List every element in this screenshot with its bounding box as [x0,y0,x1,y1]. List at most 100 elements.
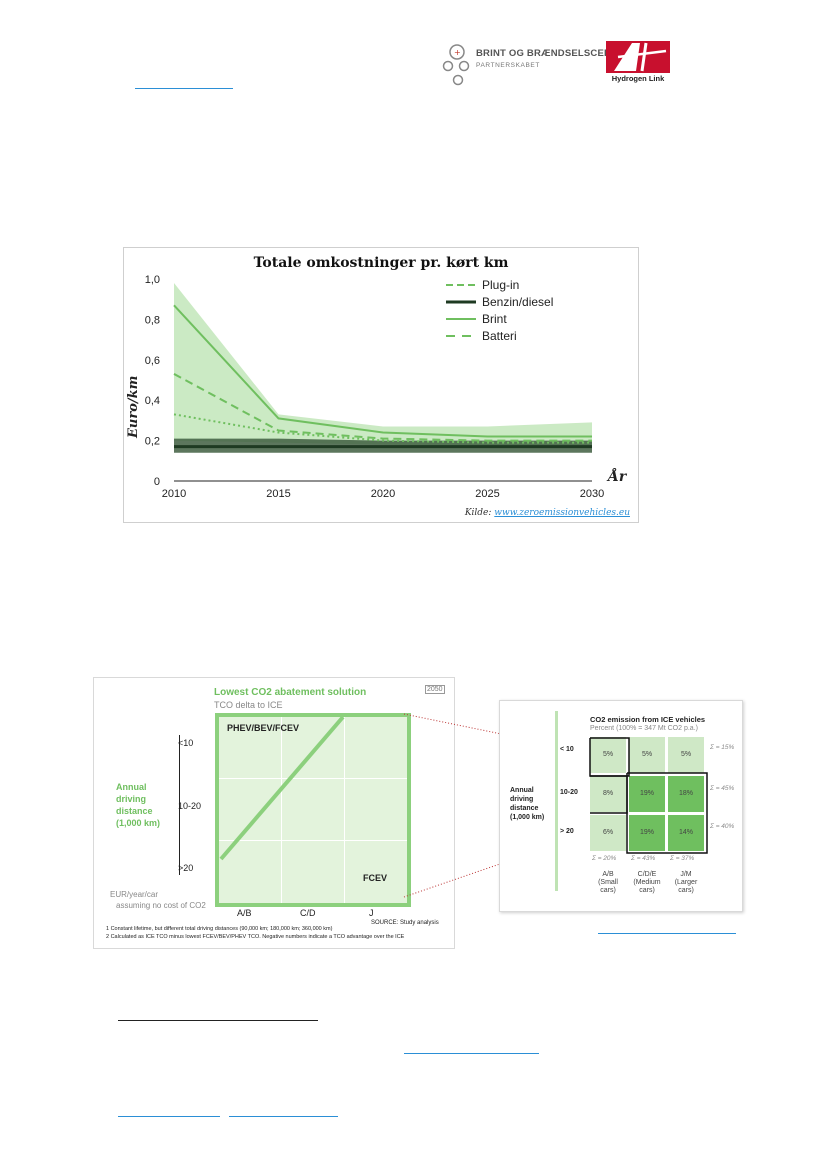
row-label: 10-20 [178,801,202,811]
y-tick-label: 1,0 [145,274,160,286]
hyperlink-underline[interactable] [135,88,233,89]
chart-plot-area: 0 0,2 0,4 0,6 0,8 1,0 2010 2015 2020 2025 2030 [145,274,605,500]
co2-driving-line: distance [510,805,539,812]
co2-subtitle: Percent (100% = 347 Mt CO2 p.a.) [590,725,698,732]
co2-driving-line: (1,000 km) [510,814,545,821]
hyperlink-underline[interactable] [118,1116,220,1117]
co2-row-label: < 10 [560,746,574,753]
x-tick-label: 2030 [580,488,604,500]
abatement-subtitle: TCO delta to ICE [214,700,283,710]
chart-source: Kilde: www.zeroemissionvehicles.eu [465,508,630,518]
co2-cell: 18% [668,776,704,812]
co2-column-sub: cars) [600,887,616,894]
source-link[interactable]: www.zeroemissionvehicles.eu [494,508,630,518]
legend-label-batteri: Batteri [482,329,517,343]
brint-logo-subtitle: PARTNERSKABET [476,62,540,69]
co2-column-sub: (Larger [674,879,698,886]
driving-distance-line: Annual [116,782,147,792]
currency-note-line: assuming no cost of CO2 [116,901,206,910]
grid-line [219,840,407,841]
x-tick-label: 2010 [162,488,186,500]
legend-label-plug-in: Plug-in [482,278,520,292]
abatement-grid: PHEV/BEV/FCEV FCEV [215,713,411,907]
row-label: >20 [178,863,194,873]
driving-distance-label: Annual driving distance (1,000 km) [116,781,160,829]
x-axis-label: År [608,469,627,485]
legend-label-brint: Brint [482,312,507,326]
co2-driving-line: Annual [510,787,534,794]
co2-row-label: > 20 [560,828,574,835]
hyperlink-underline[interactable] [598,933,736,934]
co2-cell: 19% [629,815,665,851]
co2-column-name: A/B [602,871,614,878]
x-tick-label: 2025 [475,488,499,500]
column-label: C/D [300,908,316,918]
co2-title: CO2 emission from ICE vehicles [590,715,706,724]
y-tick-label: 0,2 [145,436,160,448]
chart-title: Totale omkostninger pr. kørt km [253,255,509,271]
co2-cell: 5% [590,737,626,773]
y-tick-label: 0,4 [145,395,160,407]
y-tick-label: 0,8 [145,314,160,326]
co2-column-label: C/D/E (Medium cars) [627,871,667,895]
brint-logo: + BRINT OG BRÆNDSELSCELLER PARTNERSKABET [440,40,629,90]
region-label: PHEV/BEV/FCEV [227,723,300,733]
row-label: <10 [178,738,194,748]
currency-note-line: EUR/year/car [110,890,159,899]
y-tick-label: 0,6 [145,355,160,367]
row-sum: Σ = 40% [710,823,735,830]
legend-swatch-batteri [446,335,476,337]
hydrogen-link-mark-icon [606,41,670,73]
co2-outline [589,737,708,854]
hyperlink-underline[interactable] [404,1053,539,1054]
co2-emission-panel: CO2 emission from ICE vehicles Percent (… [499,700,743,912]
column-sum: Σ = 37% [670,855,695,862]
co2-column-sub: cars) [678,887,694,894]
co2-column-sub: (Medium [633,879,661,886]
co2-cell: 6% [590,815,626,851]
row-sum: Σ = 45% [710,785,735,792]
axis-bar [555,711,558,891]
year-badge: 2050 [425,685,445,694]
co2-column-label: J/M (Larger cars) [666,871,706,895]
grid-line [281,717,282,903]
region-label: FCEV [363,873,388,883]
uncertainty-band [174,283,592,447]
driving-distance-line: driving [116,794,147,804]
co2-column-name: J/M [680,871,692,878]
grid-line [219,778,407,779]
distance-axis [179,735,180,875]
hydrogen-link-text: Hydrogen Link [611,74,665,83]
brint-bubbles-icon: + [442,44,470,86]
x-tick-label: 2020 [371,488,395,500]
co2-cell: 8% [590,776,626,812]
legend-swatch-plug-in [446,284,476,286]
y-tick-label: 0 [154,476,160,488]
hyperlink-underline[interactable] [229,1116,338,1117]
series-line [173,304,592,438]
co2-driving-line: driving [510,796,534,803]
co2-row-label: 10-20 [560,789,578,796]
abatement-title: Lowest CO2 abatement solution [214,687,367,698]
legend-swatch-benzin-diesel [446,300,476,304]
column-sum: Σ = 20% [592,855,617,862]
x-tick-label: 2015 [266,488,290,500]
region-boundary [219,717,345,861]
footnote: 2 Calculated as ICE TCO minus lowest FCE… [106,934,405,940]
legend-label-benzin-diesel: Benzin/diesel [482,295,554,309]
footnote: 1 Constant lifetime, but different total… [106,926,333,932]
co2-column-sub: cars) [639,887,655,894]
co2-cell: 5% [629,737,665,773]
driving-distance-line: (1,000 km) [116,818,161,828]
abatement-solution-panel: Lowest CO2 abatement solution TCO delta … [93,677,455,949]
co2-column-sub: (Small [598,879,618,886]
co2-column-name: C/D/E [637,871,657,878]
currency-note: EUR/year/car assuming no cost of CO2 [110,889,206,911]
grid-line [344,717,345,903]
driving-distance-line: distance [116,806,153,816]
hydrogen-link-logo: Hydrogen Link [606,41,670,89]
column-label: A/B [237,908,252,918]
abatement-source: SOURCE: Study analysis [371,920,439,926]
footnote-separator [118,1020,318,1021]
